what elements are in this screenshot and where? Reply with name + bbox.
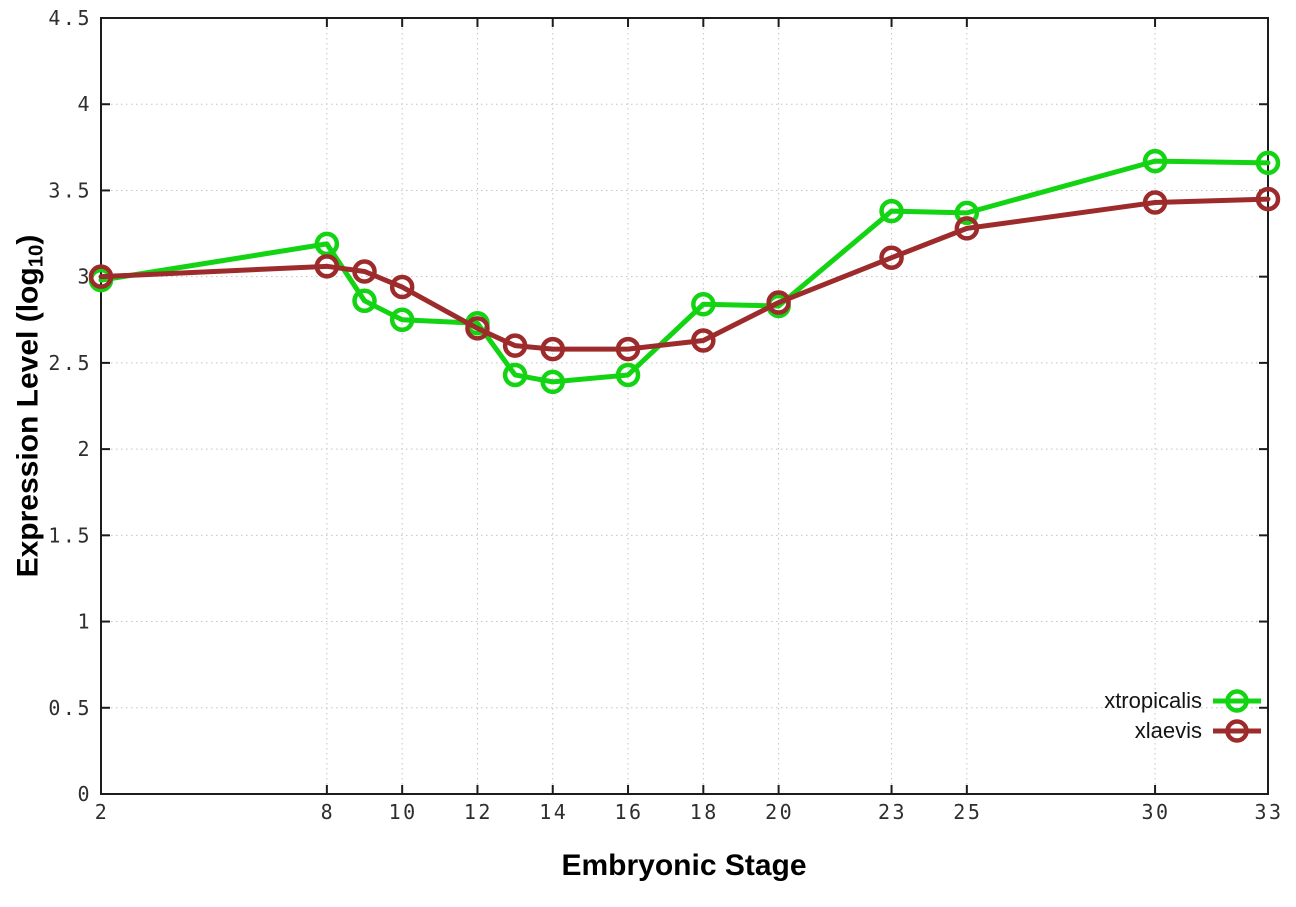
x-tick-label: 33 (1254, 800, 1283, 824)
data-point-marker (540, 336, 565, 362)
data-point-marker (1142, 190, 1168, 215)
series-xlaevis (88, 186, 1281, 362)
data-point-marker (389, 274, 415, 300)
y-tick-label: 0.5 (48, 696, 92, 720)
y-axis-title-suffix: ) (11, 234, 45, 245)
data-point-marker (954, 216, 980, 241)
tick-marks (100, 17, 1269, 795)
legend-label-xlaevis: xlaevis (1134, 718, 1202, 743)
x-tick-label: 23 (878, 800, 907, 824)
series-line (98, 196, 1271, 352)
x-tick-label: 10 (389, 800, 418, 824)
gridlines (101, 18, 1268, 794)
y-tick-label: 3.5 (48, 178, 92, 202)
legend-sample-line-icon (1213, 689, 1261, 713)
legend-item: xtropicalis (1104, 686, 1262, 716)
data-point-marker (389, 307, 415, 333)
x-tick-label: 2 (95, 800, 110, 824)
data-point-marker (352, 259, 377, 284)
y-tick-label: 1 (77, 610, 92, 634)
y-tick-label: 2 (77, 437, 92, 461)
legend: xtropicalis xlaevis (1104, 686, 1262, 746)
legend-item: xlaevis (1104, 716, 1262, 746)
data-point-marker (954, 200, 980, 226)
y-axis-title-subscript: 10 (25, 244, 48, 268)
y-tick-label: 0 (77, 782, 92, 806)
legend-sample-line-icon (1213, 719, 1261, 743)
data-point-marker (615, 336, 641, 362)
data-point-marker (88, 264, 114, 289)
x-tick-label: 18 (690, 800, 719, 824)
x-tick-label: 14 (539, 800, 568, 824)
data-point-marker (540, 369, 565, 395)
data-point-marker (879, 198, 904, 224)
x-axis-title: Embryonic Stage (561, 849, 807, 882)
data-point-marker (352, 288, 377, 314)
x-tick-label: 16 (614, 800, 643, 824)
series-line (98, 158, 1271, 385)
data-point-marker (1142, 148, 1168, 174)
data-point-marker (691, 292, 716, 317)
plot-border (100, 17, 1269, 795)
series-xtropicalis (88, 148, 1281, 395)
data-point-marker (615, 362, 641, 388)
data-point-marker (502, 362, 528, 388)
y-axis-title-text: Expression Level (log (11, 267, 45, 578)
y-tick-label: 4.5 (48, 6, 92, 30)
y-tick-label: 4 (77, 92, 92, 116)
data-point-marker (502, 333, 528, 358)
data-point-marker (1255, 150, 1281, 176)
data-point-marker (766, 290, 791, 315)
data-point-marker (314, 231, 340, 257)
tick-labels: 2 8 10 12 14 16 18 20 23 25 30 33 0 0.5 1 1.5 2 2.5 3 3.5 4 4… (48, 6, 1283, 824)
y-tick-label: 1.5 (48, 523, 92, 547)
data-point-marker (691, 328, 716, 353)
data-point-marker (1255, 186, 1281, 212)
x-tick-label: 8 (321, 800, 336, 824)
y-tick-label: 3 (77, 265, 92, 289)
data-point-marker (465, 316, 490, 341)
data-point-marker (314, 254, 340, 279)
x-tick-label: 30 (1142, 800, 1171, 824)
legend-label-xtropicalis: xtropicalis (1104, 688, 1202, 713)
x-tick-label: 25 (953, 800, 982, 824)
x-tick-label: 12 (464, 800, 493, 824)
y-tick-label: 2.5 (48, 351, 92, 375)
y-axis-title: Expression Level (log10) (11, 235, 48, 578)
x-tick-label: 20 (765, 800, 794, 824)
data-point-marker (879, 245, 904, 270)
